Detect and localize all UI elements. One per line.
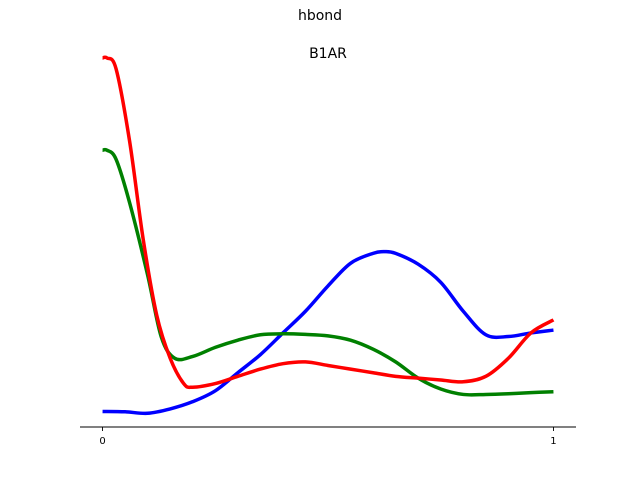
x-tick-label: 0: [99, 436, 105, 447]
series-line-2: [102, 147, 554, 397]
x-tick-label: 1: [550, 436, 556, 447]
figure-suptitle: hbond: [297, 8, 343, 24]
chart-title: B1AR: [309, 46, 347, 62]
series-layer: [102, 55, 555, 416]
series-line-1: [102, 249, 554, 416]
series-line-3: [102, 55, 555, 390]
